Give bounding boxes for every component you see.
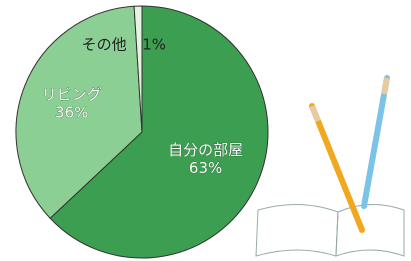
slice-label: リビング bbox=[42, 86, 102, 104]
slice-value-label: 1% bbox=[142, 36, 166, 54]
notebook-illustration bbox=[256, 204, 404, 256]
slice-label: その他 bbox=[82, 36, 127, 54]
slice-value-label: 36% bbox=[55, 104, 88, 122]
chart: 自分の部屋63% リビング36% その他 1% bbox=[0, 0, 411, 261]
slice-value-label: 63% bbox=[189, 159, 222, 177]
slice-label: 自分の部屋 bbox=[168, 141, 243, 159]
